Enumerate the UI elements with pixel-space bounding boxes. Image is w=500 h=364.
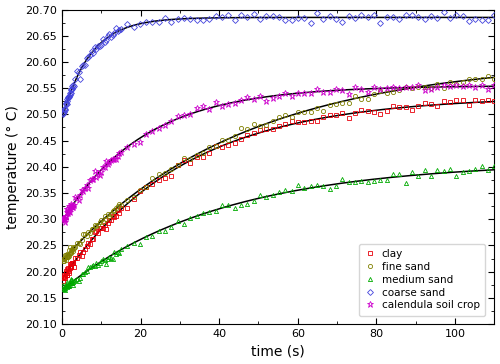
coarse sand bbox=[492, 13, 498, 17]
calendula soil crop bbox=[447, 84, 453, 88]
fine sand bbox=[92, 223, 98, 228]
Y-axis label: temperature (° C): temperature (° C) bbox=[6, 105, 20, 229]
medium sand bbox=[62, 285, 68, 290]
coarse sand bbox=[62, 107, 68, 112]
clay bbox=[62, 274, 68, 278]
medium sand bbox=[62, 288, 68, 292]
coarse sand bbox=[90, 51, 96, 55]
clay bbox=[378, 111, 384, 116]
clay bbox=[92, 230, 98, 234]
Line: coarse sand: coarse sand bbox=[61, 10, 496, 116]
medium sand bbox=[447, 167, 453, 171]
coarse sand bbox=[62, 107, 68, 112]
coarse sand bbox=[371, 13, 377, 17]
medium sand bbox=[378, 177, 384, 182]
fine sand bbox=[60, 257, 66, 261]
fine sand bbox=[62, 256, 68, 260]
clay bbox=[320, 115, 326, 119]
clay bbox=[62, 276, 68, 280]
fine sand bbox=[62, 253, 68, 257]
Line: fine sand: fine sand bbox=[61, 74, 496, 263]
coarse sand bbox=[447, 16, 453, 20]
Legend: clay, fine sand, medium sand, coarse sand, calendula soil crop: clay, fine sand, medium sand, coarse san… bbox=[359, 244, 485, 316]
medium sand bbox=[479, 163, 485, 168]
clay bbox=[447, 100, 453, 104]
Line: medium sand: medium sand bbox=[61, 164, 496, 292]
medium sand bbox=[492, 164, 498, 169]
calendula soil crop bbox=[60, 216, 66, 221]
calendula soil crop bbox=[378, 87, 384, 92]
Line: calendula soil crop: calendula soil crop bbox=[60, 82, 498, 225]
fine sand bbox=[60, 259, 66, 263]
Line: clay: clay bbox=[61, 98, 496, 284]
medium sand bbox=[60, 286, 66, 291]
calendula soil crop bbox=[62, 217, 68, 222]
clay bbox=[60, 275, 66, 280]
calendula soil crop bbox=[320, 90, 326, 94]
fine sand bbox=[447, 80, 453, 84]
medium sand bbox=[92, 264, 98, 269]
medium sand bbox=[62, 287, 68, 291]
X-axis label: time (s): time (s) bbox=[252, 344, 305, 359]
clay bbox=[492, 99, 498, 103]
medium sand bbox=[320, 184, 326, 188]
calendula soil crop bbox=[492, 83, 498, 87]
clay bbox=[454, 98, 460, 102]
calendula soil crop bbox=[62, 219, 68, 224]
fine sand bbox=[485, 74, 491, 78]
fine sand bbox=[492, 76, 498, 81]
fine sand bbox=[320, 109, 326, 114]
coarse sand bbox=[60, 112, 66, 116]
coarse sand bbox=[441, 10, 447, 14]
coarse sand bbox=[314, 11, 320, 15]
calendula soil crop bbox=[92, 169, 98, 174]
clay bbox=[60, 279, 66, 284]
fine sand bbox=[378, 89, 384, 94]
calendula soil crop bbox=[62, 216, 68, 220]
